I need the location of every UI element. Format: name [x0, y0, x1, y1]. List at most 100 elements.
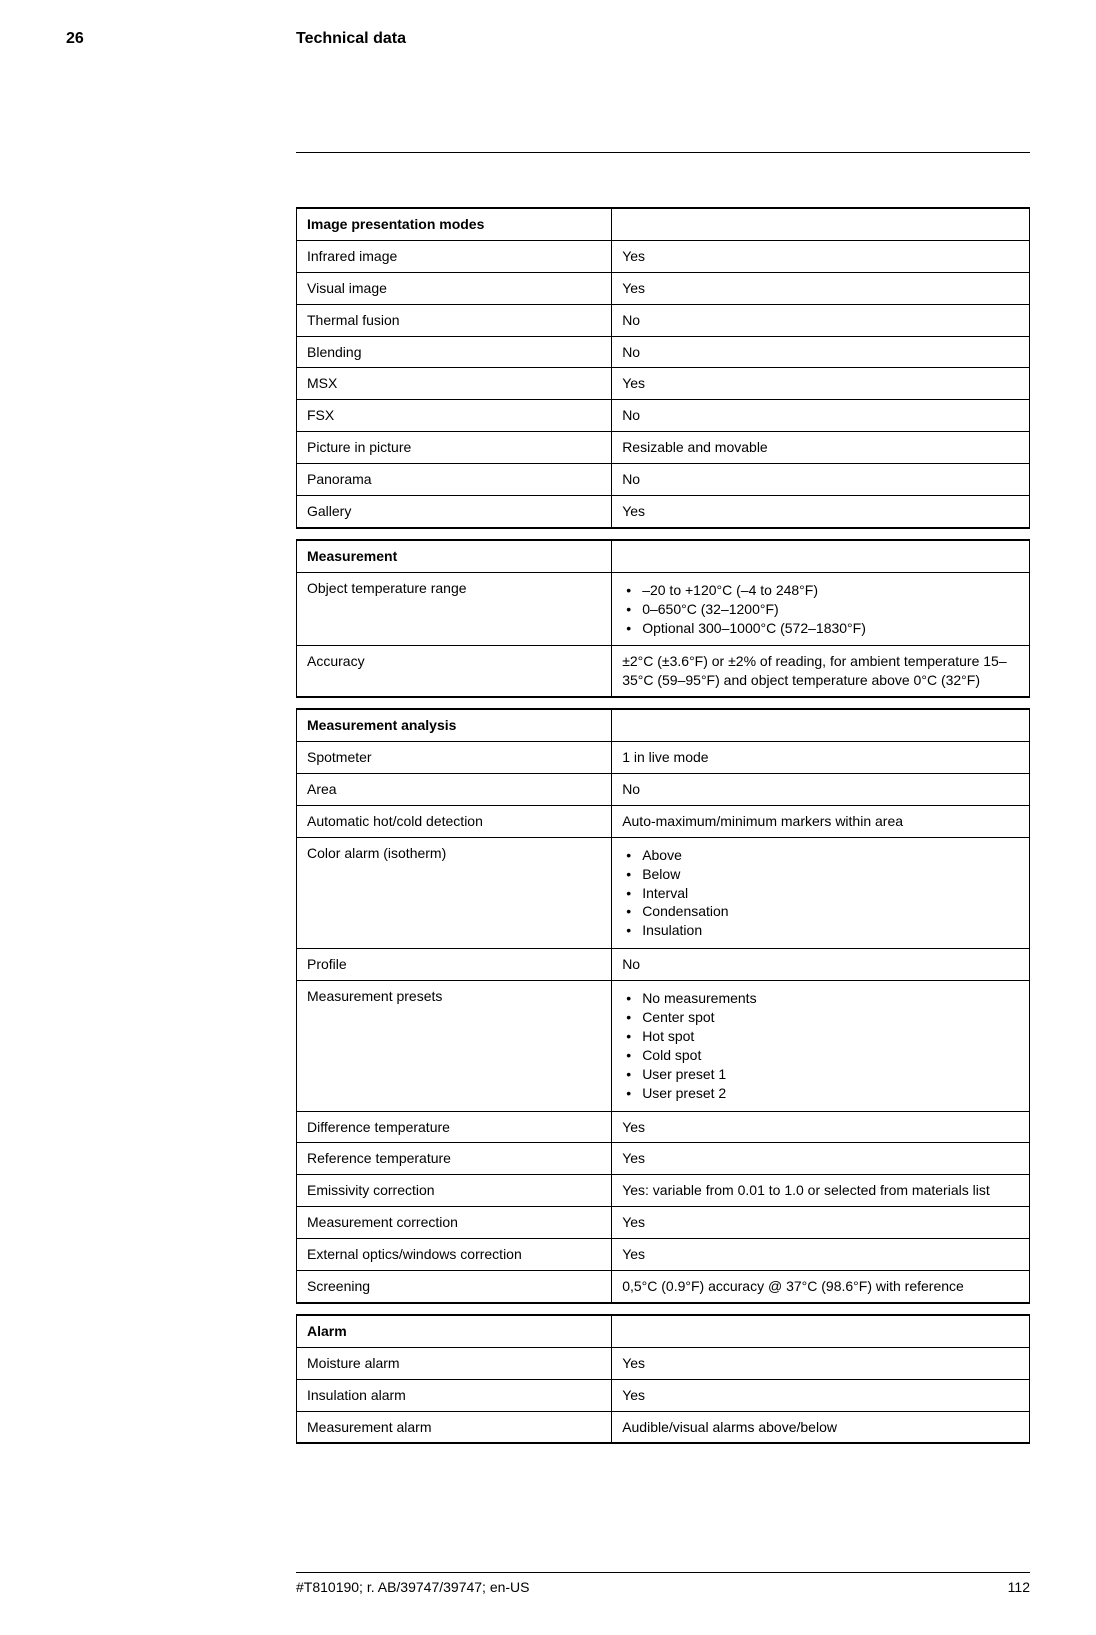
- list-item: Below: [622, 865, 1019, 884]
- row-value: Yes: [612, 1207, 1030, 1239]
- row-value: Yes: [612, 240, 1030, 272]
- row-value: Yes: [612, 1379, 1030, 1411]
- section-header-label: Image presentation modes: [297, 208, 612, 240]
- table-row: Color alarm (isotherm)AboveBelowInterval…: [297, 837, 1030, 948]
- row-value: Yes: [612, 1239, 1030, 1271]
- row-label: Profile: [297, 949, 612, 981]
- row-value: –20 to +120°C (–4 to 248°F)0–650°C (32–1…: [612, 572, 1030, 646]
- row-value: Resizable and movable: [612, 432, 1030, 464]
- row-value: AboveBelowIntervalCondensationInsulation: [612, 837, 1030, 948]
- section-header-label: Alarm: [297, 1315, 612, 1347]
- row-value: No: [612, 304, 1030, 336]
- row-value: Yes: [612, 1347, 1030, 1379]
- list-item: Optional 300–1000°C (572–1830°F): [622, 619, 1019, 638]
- row-label: Measurement alarm: [297, 1411, 612, 1443]
- table-section-header: Image presentation modes: [297, 208, 1030, 240]
- list-item: Center spot: [622, 1008, 1019, 1027]
- list-item: –20 to +120°C (–4 to 248°F): [622, 581, 1019, 600]
- row-label: Object temperature range: [297, 572, 612, 646]
- section-header-label: Measurement: [297, 540, 612, 572]
- row-label: Moisture alarm: [297, 1347, 612, 1379]
- table-row: Infrared imageYes: [297, 240, 1030, 272]
- row-label: Difference temperature: [297, 1111, 612, 1143]
- row-value: No: [612, 336, 1030, 368]
- row-value: No: [612, 400, 1030, 432]
- section-header-empty: [612, 540, 1030, 572]
- row-value: Yes: [612, 1111, 1030, 1143]
- value-list: –20 to +120°C (–4 to 248°F)0–650°C (32–1…: [622, 581, 1019, 638]
- row-value: Yes: [612, 496, 1030, 528]
- row-label: MSX: [297, 368, 612, 400]
- table-row: Measurement alarmAudible/visual alarms a…: [297, 1411, 1030, 1443]
- table-row: Automatic hot/cold detectionAuto-maximum…: [297, 805, 1030, 837]
- chapter-number: 26: [66, 30, 296, 48]
- row-label: Visual image: [297, 272, 612, 304]
- table-measurement-analysis: Measurement analysisSpotmeter1 in live m…: [296, 708, 1030, 1304]
- page-header: 26 Technical data: [0, 0, 1096, 48]
- list-item: Hot spot: [622, 1027, 1019, 1046]
- table-row: BlendingNo: [297, 336, 1030, 368]
- row-label: Reference temperature: [297, 1143, 612, 1175]
- section-header-empty: [612, 1315, 1030, 1347]
- table-row: Measurement presets No measurementsCenter…: [297, 981, 1030, 1111]
- table-row: Emissivity correctionYes: variable from …: [297, 1175, 1030, 1207]
- table-row: Difference temperatureYes: [297, 1111, 1030, 1143]
- row-value: Yes: [612, 1143, 1030, 1175]
- table-row: ProfileNo: [297, 949, 1030, 981]
- footer-doc-id: #T810190; r. AB/39747/39747; en-US: [296, 1579, 530, 1595]
- row-label: Accuracy: [297, 646, 612, 697]
- row-label: Measurement presets: [297, 981, 612, 1111]
- row-value: Yes: [612, 368, 1030, 400]
- table-section-header: Alarm: [297, 1315, 1030, 1347]
- table-image-presentation: Image presentation modesInfrared imageYe…: [296, 207, 1030, 529]
- table-row: Measurement correctionYes: [297, 1207, 1030, 1239]
- table-row: GalleryYes: [297, 496, 1030, 528]
- list-item: User preset 2: [622, 1084, 1019, 1103]
- row-label: Area: [297, 774, 612, 806]
- list-item: Insulation: [622, 921, 1019, 940]
- list-item: Above: [622, 846, 1019, 865]
- table-section-header: Measurement: [297, 540, 1030, 572]
- row-label: Color alarm (isotherm): [297, 837, 612, 948]
- table-row: Thermal fusionNo: [297, 304, 1030, 336]
- list-item: No measurements: [622, 989, 1019, 1008]
- list-item: Condensation: [622, 902, 1019, 921]
- row-label: Gallery: [297, 496, 612, 528]
- row-value: ±2°C (±3.6°F) or ±2% of reading, for amb…: [612, 646, 1030, 697]
- row-value: 0,5°C (0.9°F) accuracy @ 37°C (98.6°F) w…: [612, 1270, 1030, 1302]
- table-row: Spotmeter1 in live mode: [297, 742, 1030, 774]
- row-label: Automatic hot/cold detection: [297, 805, 612, 837]
- table-row: External optics/windows correctionYes: [297, 1239, 1030, 1271]
- row-label: Screening: [297, 1270, 612, 1302]
- row-label: Infrared image: [297, 240, 612, 272]
- table-alarm: AlarmMoisture alarmYesInsulation alarmYe…: [296, 1314, 1030, 1445]
- table-row: Screening0,5°C (0.9°F) accuracy @ 37°C (…: [297, 1270, 1030, 1302]
- row-label: Insulation alarm: [297, 1379, 612, 1411]
- footer-page-number: 112: [1008, 1579, 1030, 1595]
- top-rule: [296, 152, 1030, 153]
- row-label: Panorama: [297, 464, 612, 496]
- row-label: Measurement correction: [297, 1207, 612, 1239]
- row-label: Spotmeter: [297, 742, 612, 774]
- list-item: User preset 1: [622, 1065, 1019, 1084]
- chapter-title: Technical data: [296, 30, 406, 48]
- page-footer: #T810190; r. AB/39747/39747; en-US 112: [296, 1572, 1030, 1595]
- section-header-empty: [612, 208, 1030, 240]
- list-item: 0–650°C (32–1200°F): [622, 600, 1019, 619]
- list-item: Cold spot: [622, 1046, 1019, 1065]
- row-label: Blending: [297, 336, 612, 368]
- row-value: Audible/visual alarms above/below: [612, 1411, 1030, 1443]
- table-row: FSXNo: [297, 400, 1030, 432]
- row-value: Auto-maximum/minimum markers within area: [612, 805, 1030, 837]
- table-row: PanoramaNo: [297, 464, 1030, 496]
- row-value: No: [612, 774, 1030, 806]
- table-row: Object temperature range–20 to +120°C (–…: [297, 572, 1030, 646]
- table-row: Visual imageYes: [297, 272, 1030, 304]
- row-value: Yes: [612, 272, 1030, 304]
- table-measurement: MeasurementObject temperature range–20 t…: [296, 539, 1030, 698]
- row-value: Yes: variable from 0.01 to 1.0 or select…: [612, 1175, 1030, 1207]
- table-row: Reference temperatureYes: [297, 1143, 1030, 1175]
- row-value: No: [612, 949, 1030, 981]
- row-value: 1 in live mode: [612, 742, 1030, 774]
- section-header-empty: [612, 709, 1030, 741]
